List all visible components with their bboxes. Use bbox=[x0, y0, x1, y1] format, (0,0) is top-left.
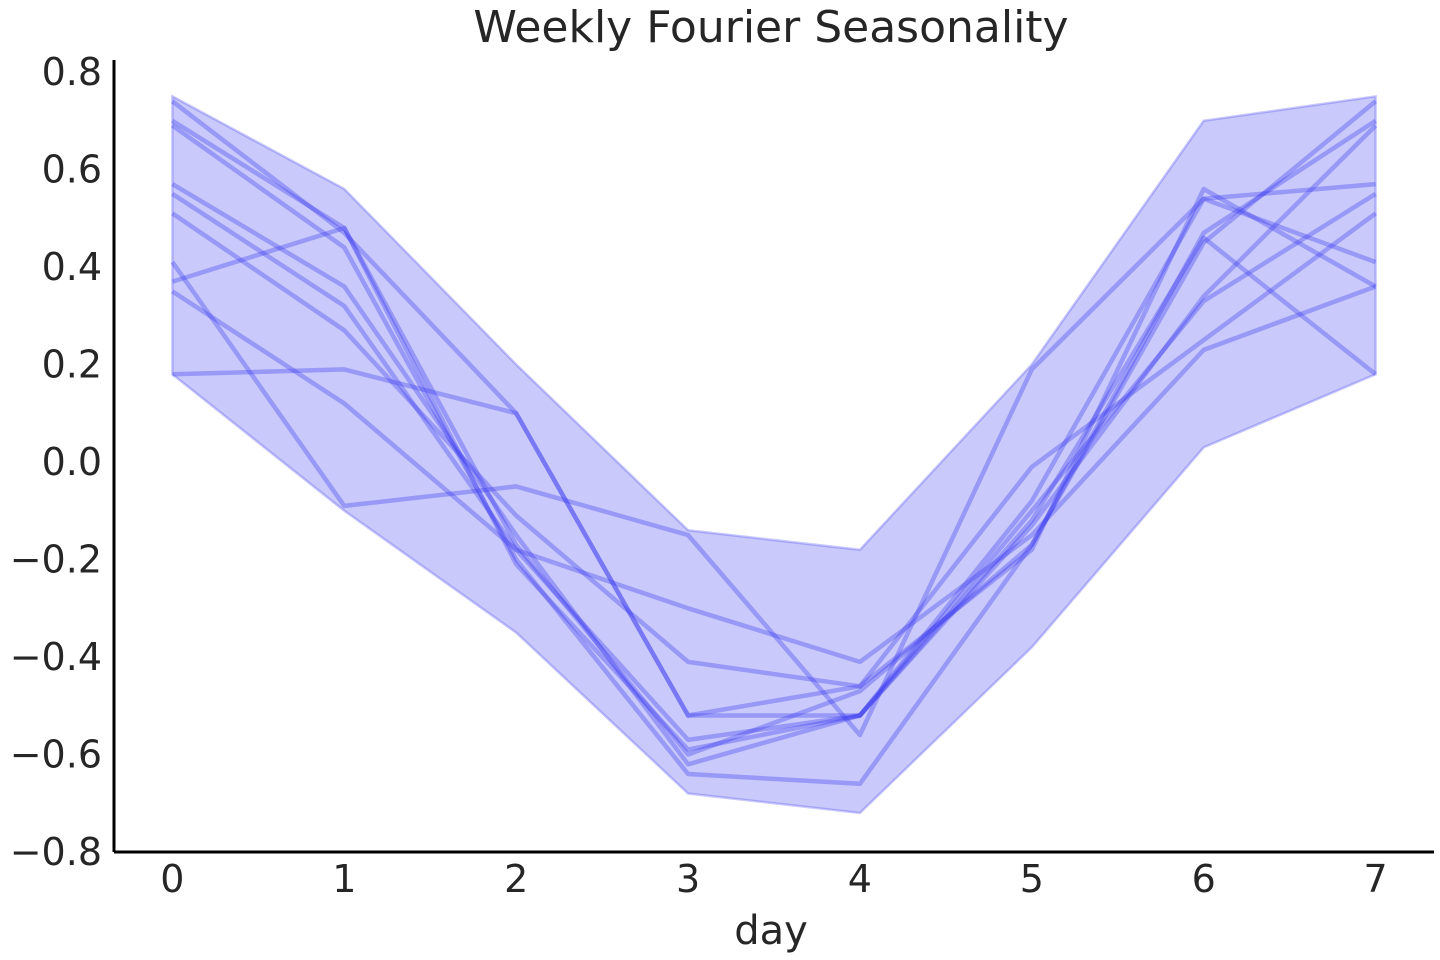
y-tick-label: 0.6 bbox=[42, 148, 102, 192]
plot-area bbox=[170, 94, 1378, 815]
chart-title: Weekly Fourier Seasonality bbox=[473, 2, 1068, 53]
series-line-9 bbox=[171, 284, 1377, 665]
series-line-8 bbox=[171, 191, 1377, 752]
x-tick-label: 6 bbox=[1192, 857, 1216, 901]
series-line-2 bbox=[171, 118, 1377, 757]
series-line-3 bbox=[171, 99, 1378, 787]
x-axis-label: day bbox=[734, 908, 808, 954]
x-tick-label: 1 bbox=[332, 857, 356, 901]
x-tick-label: 0 bbox=[160, 857, 184, 901]
series-line-10 bbox=[172, 235, 1377, 718]
y-tick-label: 0.8 bbox=[42, 50, 102, 94]
y-tick-label: 0.2 bbox=[42, 343, 102, 387]
uncertainty-band bbox=[171, 94, 1377, 815]
y-tick-label: 0.0 bbox=[42, 440, 102, 484]
series-line-1 bbox=[171, 99, 1377, 718]
axes bbox=[112, 60, 1434, 854]
y-tick-label: −0.2 bbox=[10, 538, 102, 582]
x-tick-label: 5 bbox=[1020, 857, 1044, 901]
y-tick-labels: −0.8 −0.6 −0.4 −0.2 0.0 0.2 0.4 0.6 0.8 bbox=[10, 50, 102, 874]
series-line-5 bbox=[171, 124, 1378, 743]
y-tick-label: −0.4 bbox=[10, 635, 102, 679]
y-tick-label: −0.6 bbox=[10, 733, 102, 777]
series-line-6 bbox=[171, 211, 1377, 689]
x-tick-label: 2 bbox=[504, 857, 528, 901]
x-tick-label: 3 bbox=[676, 857, 700, 901]
x-tick-label: 7 bbox=[1364, 857, 1388, 901]
x-tick-labels: 0 1 2 3 4 5 6 7 bbox=[160, 857, 1387, 901]
x-tick-label: 4 bbox=[848, 857, 872, 901]
y-tick-label: 0.4 bbox=[42, 245, 102, 289]
series-line-7 bbox=[170, 181, 1376, 738]
y-tick-label: −0.8 bbox=[10, 830, 102, 874]
series-line-4 bbox=[171, 182, 1377, 767]
